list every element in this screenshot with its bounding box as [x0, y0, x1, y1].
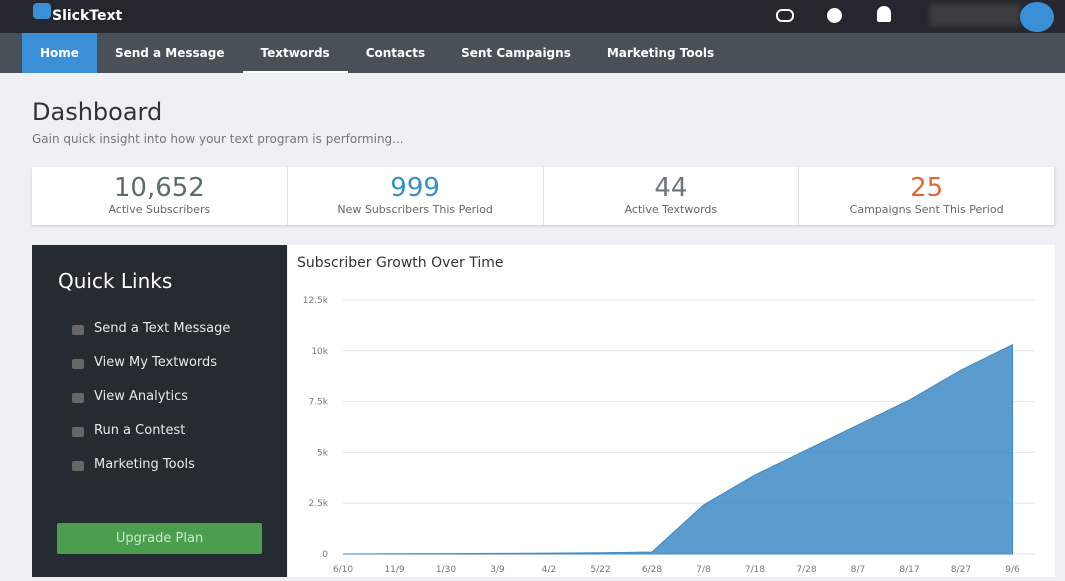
x-tick-label: 3/9 — [490, 565, 505, 575]
stat-card: 44 Active Textwords — [544, 167, 800, 225]
y-tick-label: 2.5k — [308, 499, 328, 509]
x-tick-label: 7/28 — [796, 565, 816, 575]
x-tick-label: 8/17 — [899, 565, 919, 575]
y-tick-label: 12.5k — [303, 296, 329, 306]
stat-label: Active Subscribers — [108, 203, 211, 216]
stat-value: 25 — [910, 173, 944, 203]
stat-value: 10,652 — [113, 173, 205, 203]
quick-link[interactable]: Marketing Tools — [94, 457, 195, 472]
nav-item[interactable]: Home — [22, 33, 97, 73]
area — [342, 343, 1013, 555]
nav-item[interactable]: Marketing Tools — [606, 46, 715, 60]
y-tick-label: 10k — [311, 347, 328, 357]
link-icon — [72, 427, 84, 437]
quick-links-title: Quick Links — [58, 269, 173, 293]
link-icon — [72, 393, 84, 403]
avatar[interactable] — [1020, 2, 1054, 32]
quick-link[interactable]: View My Textwords — [94, 355, 218, 370]
icon[interactable] — [877, 6, 891, 22]
x-tick-label: 8/27 — [951, 565, 971, 575]
y-tick-label: 5k — [317, 448, 329, 458]
icon[interactable] — [827, 8, 842, 23]
nav-item[interactable]: Contacts — [365, 46, 426, 60]
icon[interactable] — [776, 9, 794, 22]
quick-links: Quick Links Upgrade Plan Send a Text Mes… — [32, 245, 287, 577]
quick-link[interactable]: View Analytics — [94, 389, 189, 404]
stat-value: 999 — [390, 173, 440, 203]
quick-link[interactable]: Run a Contest — [94, 423, 186, 438]
nav-bar: Home Send a Message Textwords Contacts Sent … — [0, 33, 1065, 73]
logo — [33, 3, 51, 19]
x-tick-label: 8/7 — [851, 565, 865, 575]
chart-panel: Subscriber Growth Over Time 0 2.5k 5k 7.5k 1… — [288, 245, 1055, 577]
page-title: Dashboard — [32, 98, 163, 126]
stat-label: New Subscribers This Period — [337, 203, 493, 216]
quick-link[interactable]: Send a Text Message — [94, 321, 231, 336]
stat-label: Active Textwords — [624, 203, 718, 216]
upgrade-button[interactable]: Upgrade Plan — [57, 523, 262, 554]
x-tick-label: 5/22 — [590, 565, 610, 575]
x-tick-label: 7/18 — [745, 565, 765, 575]
y-tick-label: 7.5k — [308, 398, 328, 408]
x-tick-label: 7/8 — [696, 565, 711, 575]
link-icon — [72, 359, 84, 369]
stat-label: Campaigns Sent This Period — [849, 203, 1004, 216]
x-tick-label: 4/2 — [542, 565, 556, 575]
link-icon — [72, 461, 84, 471]
user[interactable] — [930, 4, 1020, 26]
chart: Subscriber Growth Over Time 0 2.5k 5k 7.5k 1… — [297, 255, 1035, 575]
nav-item[interactable]: Sent Campaigns — [461, 46, 571, 60]
link-icon — [72, 325, 84, 335]
nav-item[interactable]: Send a Message — [114, 46, 225, 60]
stat-card: 25 Campaigns Sent This Period — [799, 167, 1055, 225]
x-tick-label: 6/28 — [642, 565, 662, 575]
y-tick-label: 0 — [322, 550, 328, 560]
stat-value: 44 — [654, 173, 688, 203]
stat-card: 999 New Subscribers This Period — [288, 167, 544, 225]
x-tick-label: 1/30 — [436, 565, 456, 575]
page-subtitle: Gain quick insight into how your text pr… — [32, 132, 404, 146]
chart-title: Subscriber Growth Over Time — [297, 255, 504, 271]
stats: 10,652 Active Subscribers 999 New Subscribe… — [32, 167, 1055, 225]
x-tick-label: 6/10 — [333, 565, 353, 575]
stat-card: 10,652 Active Subscribers — [32, 167, 288, 225]
brand: SlickText — [52, 8, 123, 24]
x-tick-label: 11/9 — [384, 565, 404, 575]
x-tick-label: 9/6 — [1005, 565, 1020, 575]
top-bar: SlickText — [0, 0, 1065, 33]
nav-item[interactable]: Textwords — [242, 33, 348, 73]
